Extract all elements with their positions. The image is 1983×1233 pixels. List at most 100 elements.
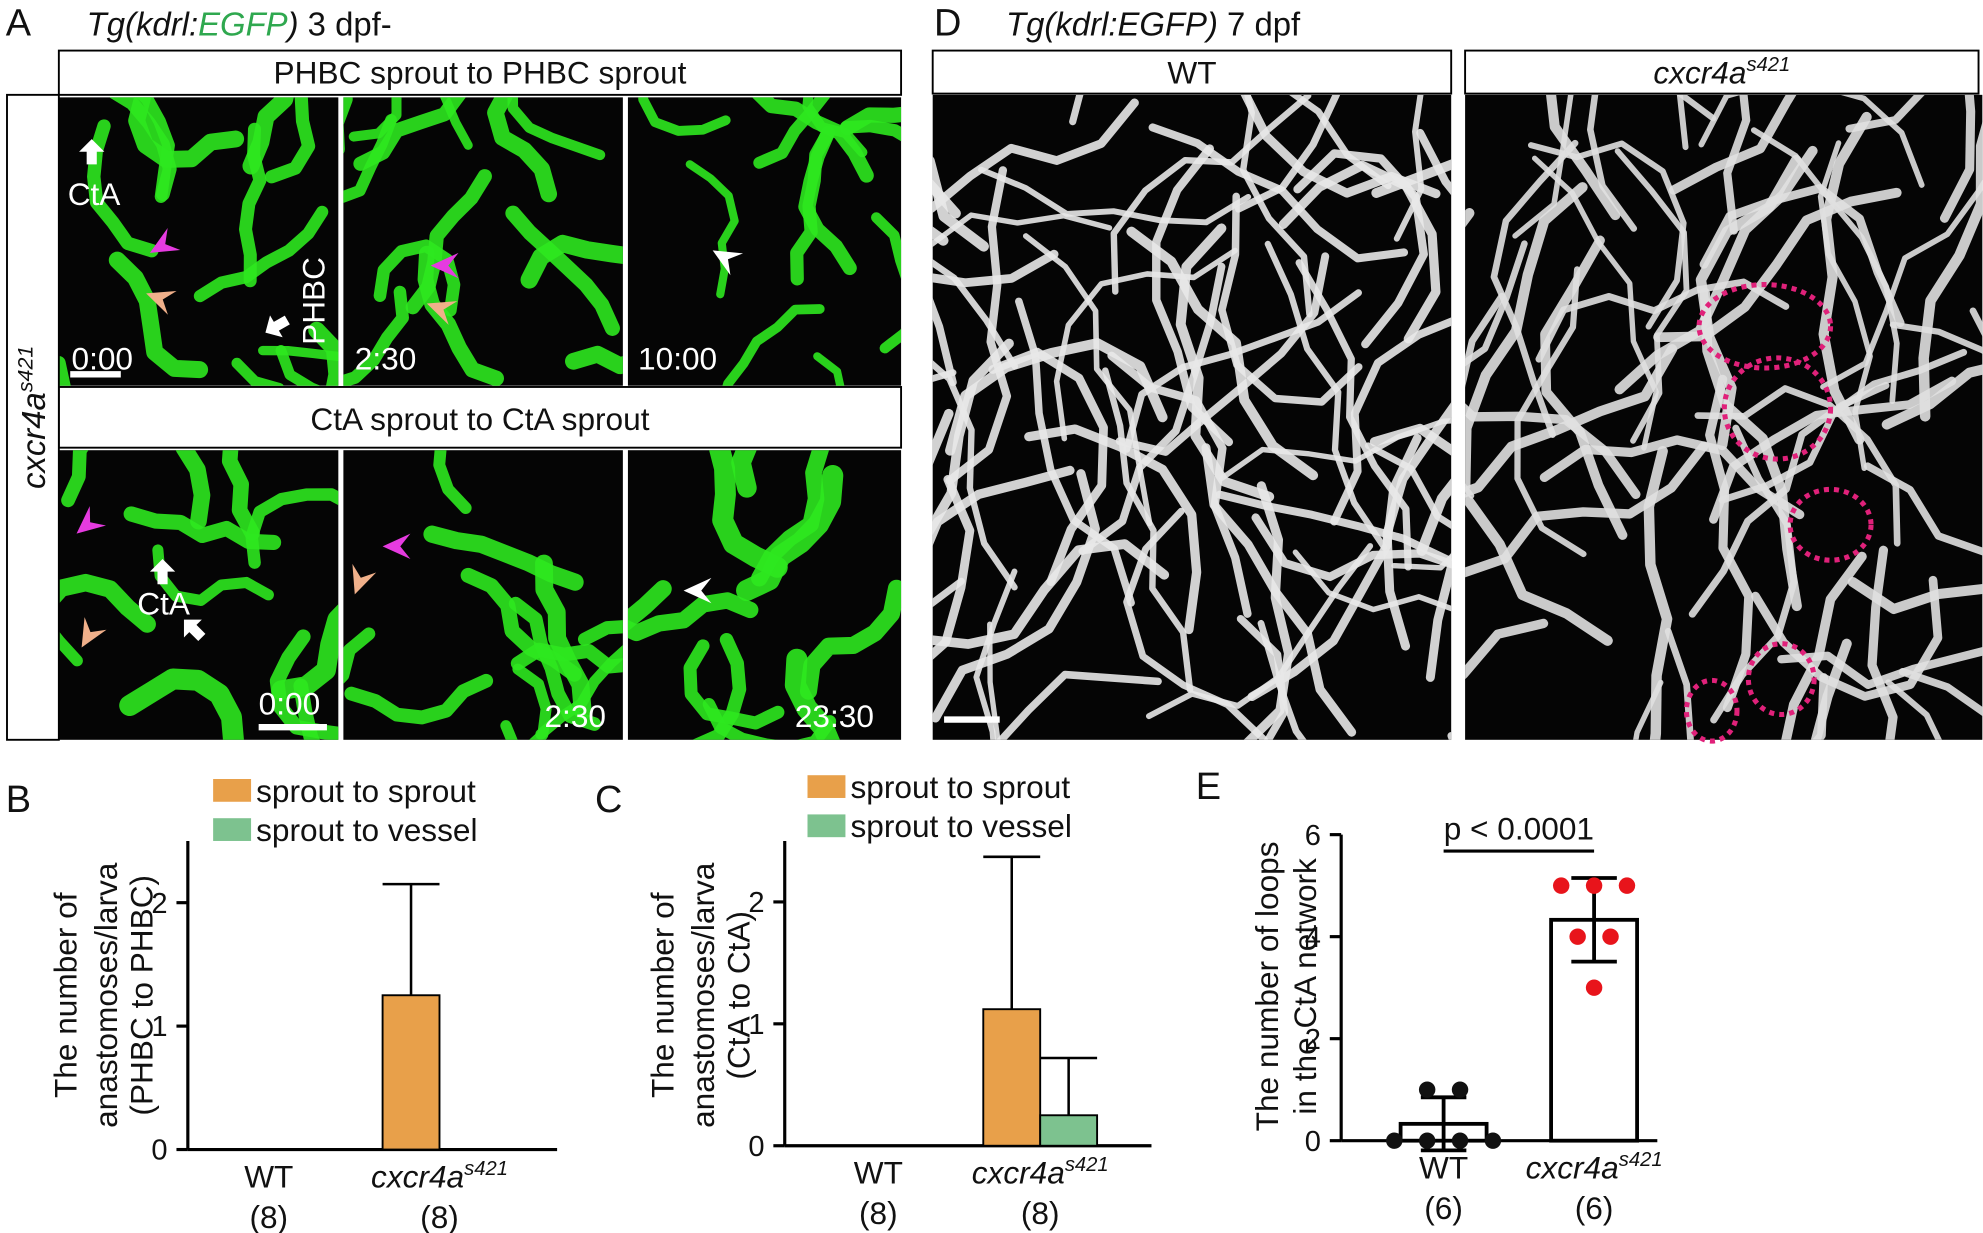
vessel xyxy=(973,568,1018,740)
vessel xyxy=(119,668,244,740)
y-tick-label: 1 xyxy=(748,1009,764,1041)
vessel xyxy=(840,106,902,136)
data-point xyxy=(1618,877,1636,894)
vessels xyxy=(627,450,902,740)
data-point xyxy=(1552,877,1570,894)
panel-label: D xyxy=(934,2,961,44)
category-name: cxcr4a xyxy=(371,1158,464,1194)
vessel xyxy=(627,580,672,631)
vessel xyxy=(58,631,83,667)
legend-swatch xyxy=(213,818,252,841)
y-axis-label: The number of xyxy=(48,892,84,1098)
legend-label: sprout to vessel xyxy=(256,812,477,848)
category-name: WT xyxy=(1419,1150,1468,1186)
vessel xyxy=(1709,376,1957,524)
legend-swatch xyxy=(807,814,846,838)
vessel xyxy=(1723,94,1751,235)
header-box xyxy=(57,386,903,449)
x-tick-label: cxcr4as421 xyxy=(1526,1149,1663,1186)
vessel xyxy=(1847,576,1983,615)
vessel xyxy=(932,212,1113,247)
vessel xyxy=(242,97,294,175)
vessels xyxy=(343,97,623,386)
category-sup: s421 xyxy=(1619,1149,1663,1171)
vessels xyxy=(343,450,623,740)
vessel xyxy=(839,119,902,142)
vessel xyxy=(978,166,1252,226)
legend-swatch xyxy=(807,775,846,798)
image-label: PHBC xyxy=(295,257,331,345)
category-name: cxcr4a xyxy=(1526,1150,1619,1186)
vessel xyxy=(269,629,339,740)
vessel xyxy=(932,249,1059,288)
vessel xyxy=(753,97,831,169)
x-tick-label: WT xyxy=(854,1155,903,1191)
vessel xyxy=(512,663,552,740)
y-axis-label: The number of loops xyxy=(1249,841,1285,1131)
vessel xyxy=(1175,223,1275,502)
n-label: (8) xyxy=(859,1195,898,1231)
vessel xyxy=(1705,374,1754,713)
image-label: CtA xyxy=(137,586,191,622)
category-sup: s421 xyxy=(464,1158,508,1180)
data-point xyxy=(1585,877,1603,894)
vessel xyxy=(343,627,376,684)
vessel xyxy=(932,465,1075,546)
legend-label: sprout to sprout xyxy=(850,769,1070,805)
vessel xyxy=(1546,94,1621,221)
annotation: p < 0.0001 xyxy=(1444,811,1594,847)
vessel xyxy=(1527,140,1687,330)
vessel xyxy=(1514,266,1587,558)
y-tick-label: 2 xyxy=(1305,1024,1321,1056)
header-box xyxy=(1464,49,1980,95)
vessel xyxy=(1668,94,1797,195)
category-name: WT xyxy=(854,1155,903,1191)
vessel xyxy=(709,450,788,578)
vessel xyxy=(264,97,316,184)
y-tick-label: 4 xyxy=(1305,922,1321,954)
vessel xyxy=(1382,402,1452,651)
vessel xyxy=(988,347,1108,586)
arrowhead xyxy=(81,617,107,648)
vessel xyxy=(932,474,975,660)
vessel xyxy=(535,554,592,720)
vessel xyxy=(638,97,731,136)
vessel xyxy=(1247,433,1422,702)
vessel xyxy=(1102,367,1194,693)
vessel xyxy=(1587,94,1638,232)
panel-label: A xyxy=(6,2,32,44)
timestamp: 2:30 xyxy=(355,340,417,376)
n-label: (8) xyxy=(1021,1195,1060,1231)
vessel xyxy=(1251,513,1452,582)
x-tick-label: cxcr4as421 xyxy=(972,1154,1109,1191)
category-sup: s421 xyxy=(1065,1154,1109,1176)
n-label: (6) xyxy=(1575,1190,1614,1226)
vessel xyxy=(1699,287,1802,612)
arrowhead xyxy=(426,301,458,325)
y-tick-label: 2 xyxy=(748,887,764,919)
bar xyxy=(982,1008,1042,1147)
column-header: cxcr4as421 xyxy=(1653,54,1790,91)
vessel xyxy=(108,251,209,379)
arrow xyxy=(79,139,105,165)
vessel xyxy=(507,97,606,161)
vessel xyxy=(1818,111,1872,445)
vessel xyxy=(1416,478,1452,556)
micrographs xyxy=(58,94,1983,744)
timestamp: 2:30 xyxy=(544,698,606,734)
vessel xyxy=(61,450,89,508)
vessel xyxy=(799,579,902,700)
vessel xyxy=(1643,445,1673,740)
vessel xyxy=(1881,364,1983,430)
vessel xyxy=(275,345,321,386)
arrow xyxy=(183,619,206,642)
vessel xyxy=(1845,94,1925,133)
loop-marker xyxy=(1683,677,1740,744)
vessel xyxy=(1699,184,1905,328)
vessels xyxy=(638,97,902,386)
vessel xyxy=(373,239,461,317)
vessel xyxy=(932,259,1019,370)
data-point xyxy=(1484,1132,1502,1149)
vessel xyxy=(1393,94,1425,242)
